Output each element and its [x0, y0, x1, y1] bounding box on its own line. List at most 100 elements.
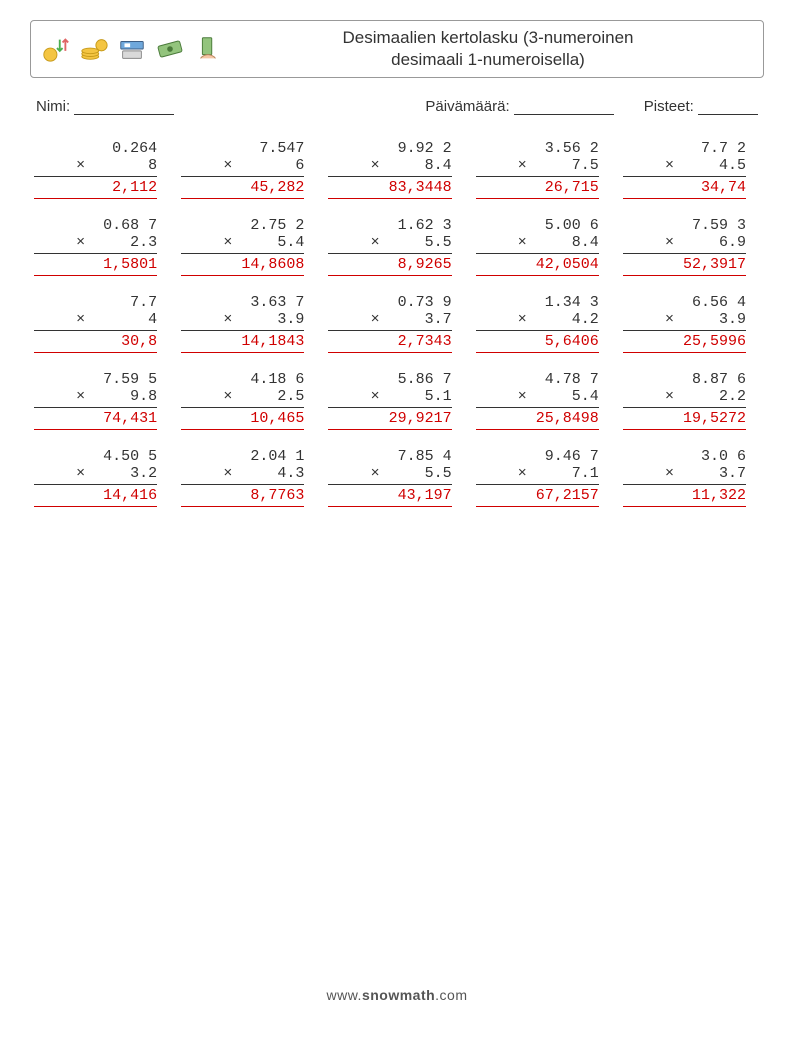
multiplicand: 3.0 6 — [623, 448, 746, 465]
multiplicand: 0.68 7 — [34, 217, 157, 234]
answer: 26,715 — [476, 177, 599, 199]
multiplicand: 2.75 2 — [181, 217, 304, 234]
date-field: Päivämäärä: — [425, 98, 613, 115]
multiplier-row: × 2.3 — [34, 234, 157, 254]
answer: 30,8 — [34, 331, 157, 353]
multiplier-row: × 5.5 — [328, 234, 451, 254]
answer: 8,9265 — [328, 254, 451, 276]
multiplier-row: × 4.3 — [181, 465, 304, 485]
multiplicand: 7.7 2 — [623, 140, 746, 157]
problem: 7.547× 645,282 — [181, 140, 318, 199]
score-field: Pisteet: — [644, 98, 758, 115]
problem: 7.7× 430,8 — [34, 294, 171, 353]
problem: 3.56 2× 7.526,715 — [476, 140, 613, 199]
multiplicand: 7.85 4 — [328, 448, 451, 465]
multiplicand: 0.264 — [34, 140, 157, 157]
problem: 6.56 4× 3.925,5996 — [623, 294, 760, 353]
multiplier-row: × 6.9 — [623, 234, 746, 254]
answer: 11,322 — [623, 485, 746, 507]
problem: 4.18 6× 2.510,465 — [181, 371, 318, 430]
problem: 8.87 6× 2.219,5272 — [623, 371, 760, 430]
multiplicand: 7.7 — [34, 294, 157, 311]
multiplier-row: × 3.7 — [623, 465, 746, 485]
cash-register-icon — [117, 34, 147, 64]
multiplier-row: × 3.9 — [181, 311, 304, 331]
answer: 34,74 — [623, 177, 746, 199]
multiplier-row: × 6 — [181, 157, 304, 177]
answer: 25,8498 — [476, 408, 599, 430]
problem: 0.73 9× 3.72,7343 — [328, 294, 465, 353]
worksheet-header: Desimaalien kertolasku (3-numeroinen des… — [30, 20, 764, 78]
footer-prefix: www. — [326, 987, 361, 1003]
worksheet-title: Desimaalien kertolasku (3-numeroinen des… — [223, 27, 753, 71]
problem: 9.92 2× 8.483,3448 — [328, 140, 465, 199]
problem: 2.04 1× 4.38,7763 — [181, 448, 318, 507]
problems-grid: 0.264× 82,1127.547× 645,2829.92 2× 8.483… — [30, 140, 764, 507]
multiplicand: 4.18 6 — [181, 371, 304, 388]
multiplicand: 7.547 — [181, 140, 304, 157]
multiplicand: 9.92 2 — [328, 140, 451, 157]
multiplier-row: × 8 — [34, 157, 157, 177]
multiplier-row: × 3.9 — [623, 311, 746, 331]
multiplicand: 3.63 7 — [181, 294, 304, 311]
multiplier-row: × 9.8 — [34, 388, 157, 408]
answer: 67,2157 — [476, 485, 599, 507]
multiplier-row: × 3.7 — [328, 311, 451, 331]
problem: 7.59 5× 9.874,431 — [34, 371, 171, 430]
answer: 2,112 — [34, 177, 157, 199]
problem: 3.0 6× 3.711,322 — [623, 448, 760, 507]
answer: 29,9217 — [328, 408, 451, 430]
problem: 4.78 7× 5.425,8498 — [476, 371, 613, 430]
multiplicand: 4.78 7 — [476, 371, 599, 388]
answer: 5,6406 — [476, 331, 599, 353]
problem: 0.68 7× 2.31,5801 — [34, 217, 171, 276]
footer-suffix: .com — [435, 987, 467, 1003]
title-line-1: Desimaalien kertolasku (3-numeroinen — [342, 28, 633, 47]
multiplier-row: × 4.5 — [623, 157, 746, 177]
footer: www.snowmath.com — [30, 987, 764, 1003]
answer: 14,1843 — [181, 331, 304, 353]
problem: 0.264× 82,112 — [34, 140, 171, 199]
multiplicand: 9.46 7 — [476, 448, 599, 465]
answer: 14,416 — [34, 485, 157, 507]
multiplier-row: × 4.2 — [476, 311, 599, 331]
multiplier-row: × 7.5 — [476, 157, 599, 177]
arrows-coin-icon — [41, 34, 71, 64]
answer: 10,465 — [181, 408, 304, 430]
answer: 8,7763 — [181, 485, 304, 507]
problem: 5.86 7× 5.129,9217 — [328, 371, 465, 430]
multiplier-row: × 5.4 — [181, 234, 304, 254]
info-row: Nimi: Päivämäärä: Pisteet: — [30, 98, 764, 115]
bill-icon — [155, 34, 185, 64]
name-label: Nimi: — [36, 98, 70, 115]
problem: 7.7 2× 4.534,74 — [623, 140, 760, 199]
problem: 1.62 3× 5.58,9265 — [328, 217, 465, 276]
multiplicand: 5.86 7 — [328, 371, 451, 388]
problem: 5.00 6× 8.442,0504 — [476, 217, 613, 276]
multiplier-row: × 5.5 — [328, 465, 451, 485]
score-label: Pisteet: — [644, 98, 694, 115]
header-icons — [41, 34, 223, 64]
multiplier-row: × 8.4 — [328, 157, 451, 177]
multiplier-row: × 2.2 — [623, 388, 746, 408]
answer: 1,5801 — [34, 254, 157, 276]
multiplicand: 7.59 5 — [34, 371, 157, 388]
name-field: Nimi: — [36, 98, 174, 115]
footer-brand: snowmath — [362, 987, 435, 1003]
multiplier-row: × 5.1 — [328, 388, 451, 408]
answer: 19,5272 — [623, 408, 746, 430]
multiplicand: 7.59 3 — [623, 217, 746, 234]
answer: 25,5996 — [623, 331, 746, 353]
multiplicand: 1.62 3 — [328, 217, 451, 234]
title-line-2: desimaali 1-numeroisella) — [391, 50, 585, 69]
multiplicand: 0.73 9 — [328, 294, 451, 311]
multiplicand: 4.50 5 — [34, 448, 157, 465]
answer: 52,3917 — [623, 254, 746, 276]
problem: 7.85 4× 5.543,197 — [328, 448, 465, 507]
multiplier-row: × 5.4 — [476, 388, 599, 408]
answer: 2,7343 — [328, 331, 451, 353]
multiplier-row: × 2.5 — [181, 388, 304, 408]
problem: 2.75 2× 5.414,8608 — [181, 217, 318, 276]
problem: 7.59 3× 6.952,3917 — [623, 217, 760, 276]
answer: 45,282 — [181, 177, 304, 199]
